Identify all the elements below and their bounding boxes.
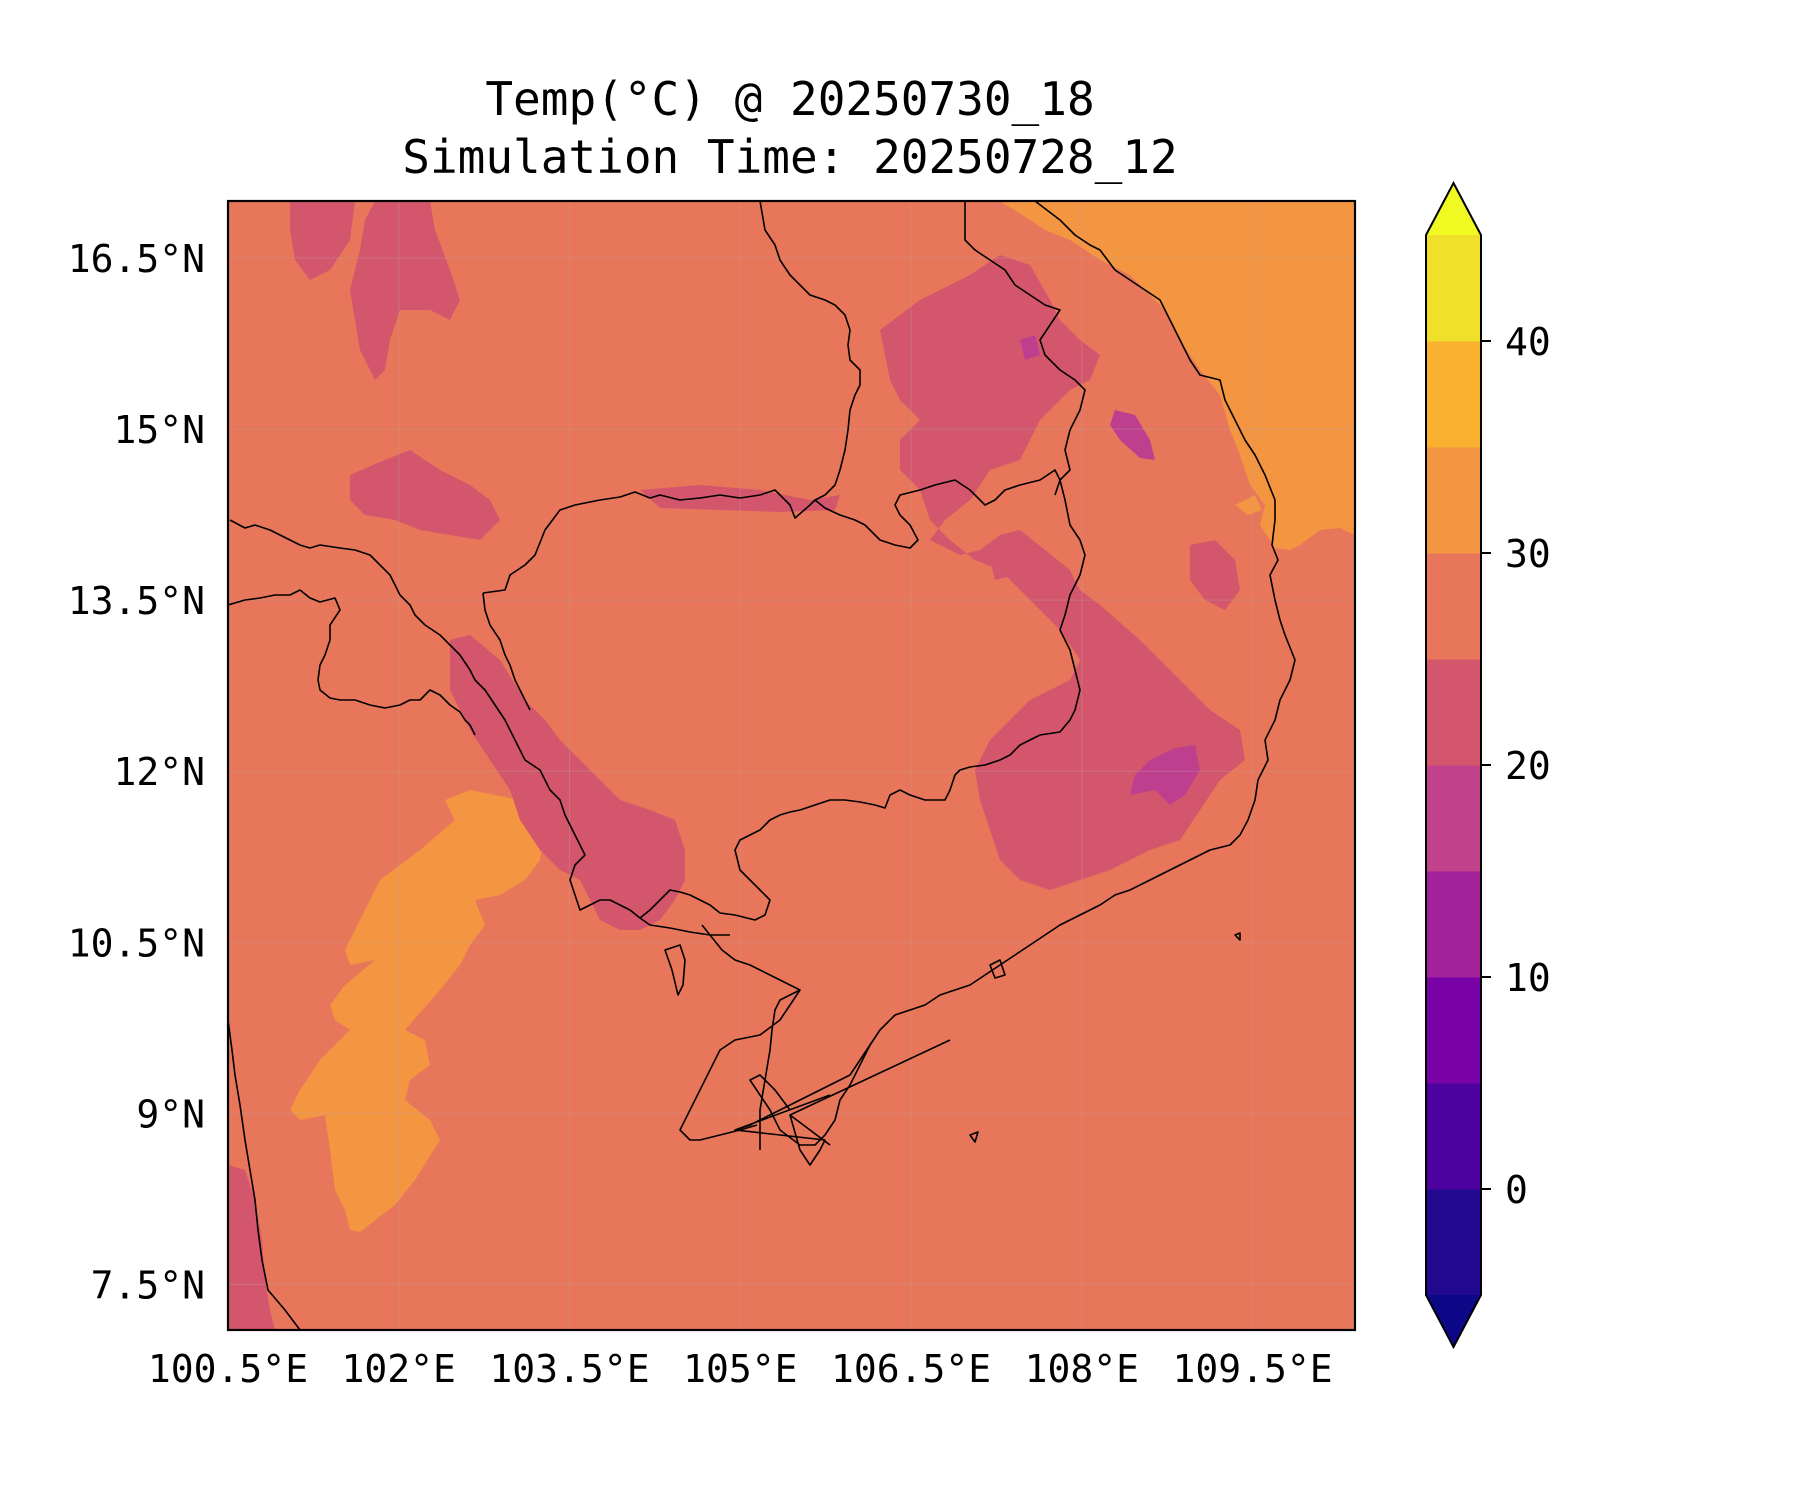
longitude-tick-labels: 100.5°E 102°E 103.5°E 105°E 106.5°E 108°E 109.… bbox=[148, 1347, 1333, 1391]
cool-region-north-west-2 bbox=[350, 201, 460, 380]
lon-tick-label: 105°E bbox=[683, 1347, 797, 1391]
colorbar-levels bbox=[1425, 180, 1482, 1350]
chart-title: Temp(°C) @ 20250730_18 bbox=[485, 72, 1095, 126]
border-laos-vietnam bbox=[964, 201, 1086, 496]
island-small-2 bbox=[1234, 932, 1241, 941]
cool-region-gulf-coast bbox=[450, 635, 685, 930]
coolest-spot-2 bbox=[1130, 745, 1200, 805]
island-phu-quoc bbox=[664, 944, 686, 996]
colorbar-level bbox=[1426, 235, 1481, 342]
border-laos-thailand bbox=[759, 201, 861, 501]
colorbar-under-extension bbox=[1426, 1295, 1481, 1347]
coastline-delta-west bbox=[759, 989, 801, 1150]
island-small-1 bbox=[969, 1131, 979, 1143]
warm-sea-region-gulf bbox=[290, 790, 548, 1232]
lon-tick-label: 109.5°E bbox=[1172, 1347, 1332, 1391]
colorbar-level bbox=[1426, 1083, 1481, 1190]
lat-tick-label: 15°N bbox=[113, 408, 205, 452]
lat-tick-label: 10.5°N bbox=[68, 921, 205, 965]
cool-region-west-band bbox=[350, 450, 500, 540]
colorbar-ticks: 0 10 20 30 40 bbox=[1481, 320, 1551, 1212]
coolest-spot-3 bbox=[1020, 335, 1040, 360]
lat-tick-label: 9°N bbox=[136, 1092, 205, 1136]
lon-tick-label: 106.5°E bbox=[831, 1347, 991, 1391]
colorbar-level bbox=[1426, 871, 1481, 978]
coastline-gulf-thailand bbox=[229, 519, 730, 936]
cool-spot-2 bbox=[1190, 540, 1240, 610]
coastline-mekong-delta bbox=[734, 974, 986, 1166]
latitude-tick-labels: 16.5°N 15°N 13.5°N 12°N 10.5°N 9°N 7.5°N bbox=[68, 237, 205, 1307]
colorbar-tick-label: 10 bbox=[1505, 956, 1551, 1000]
colorbar-outline bbox=[1425, 180, 1482, 1350]
map-frame bbox=[226, 199, 1357, 1332]
colorbar-level bbox=[1426, 659, 1481, 766]
coastline-delta-tip bbox=[679, 924, 801, 1141]
cool-region-central-east bbox=[880, 255, 1245, 890]
coolest-spot-1 bbox=[1110, 410, 1155, 460]
lon-tick-label: 103.5°E bbox=[489, 1347, 649, 1391]
warm-sea-spot bbox=[1235, 495, 1262, 515]
colorbar-tick-label: 30 bbox=[1505, 532, 1551, 576]
lat-tick-label: 12°N bbox=[113, 750, 205, 794]
coastlines-and-borders bbox=[228, 201, 1296, 1330]
coastline-gulf-west bbox=[228, 1019, 301, 1330]
colorbar-level bbox=[1426, 341, 1481, 448]
cool-spot-1 bbox=[990, 550, 1015, 580]
lat-tick-label: 16.5°N bbox=[68, 237, 205, 281]
border-thailand-north bbox=[228, 589, 476, 736]
colorbar-level bbox=[1426, 553, 1481, 660]
border-cambodia-west bbox=[482, 592, 531, 711]
colorbar-over-extension bbox=[1426, 183, 1481, 235]
coastline-mekong-south bbox=[749, 1044, 871, 1146]
colorbar-level bbox=[1426, 765, 1481, 872]
colorbar-level bbox=[1426, 977, 1481, 1084]
warm-sea-region-east bbox=[1000, 201, 1355, 550]
colorbar-tick-label: 20 bbox=[1505, 744, 1551, 788]
chart-subtitle: Simulation Time: 20250728_12 bbox=[402, 130, 1178, 184]
cool-region-north-west bbox=[290, 201, 355, 280]
lon-tick-label: 108°E bbox=[1025, 1347, 1139, 1391]
island-con-dao bbox=[989, 959, 1006, 979]
colorbar-level bbox=[1426, 447, 1481, 554]
lon-tick-label: 100.5°E bbox=[148, 1347, 308, 1391]
map-gridlines bbox=[228, 201, 1355, 1330]
lat-tick-label: 7.5°N bbox=[91, 1263, 205, 1307]
border-cambodia bbox=[482, 469, 1086, 921]
coastline-vietnam-east bbox=[984, 201, 1296, 976]
colorbar-tick-label: 0 bbox=[1505, 1168, 1528, 1212]
colorbar-level bbox=[1426, 1189, 1481, 1296]
lon-tick-label: 102°E bbox=[342, 1347, 456, 1391]
colorbar-tick-label: 40 bbox=[1505, 320, 1551, 364]
lat-tick-label: 13.5°N bbox=[68, 579, 205, 623]
cool-region-southwest-edge bbox=[228, 1165, 275, 1330]
